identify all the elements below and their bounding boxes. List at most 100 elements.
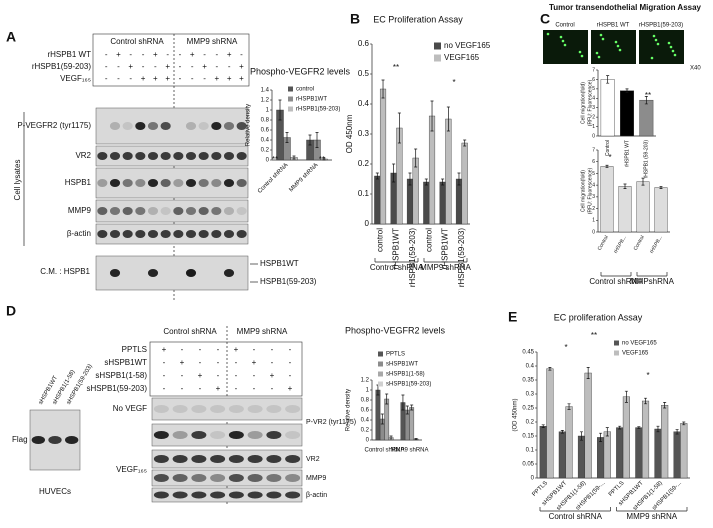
sign: - bbox=[105, 50, 108, 59]
bar bbox=[641, 400, 650, 479]
row-label: VEGF₁₆₅ bbox=[60, 74, 91, 83]
y-axis-label: (OD 450nm) bbox=[513, 398, 519, 431]
panel-title: Tumor transendothelial Migration Assay bbox=[549, 3, 702, 12]
error-bar bbox=[599, 432, 603, 442]
y-tick-label: 7 bbox=[592, 147, 595, 153]
blot-band bbox=[31, 436, 45, 444]
blot-band bbox=[266, 491, 282, 499]
sign: + bbox=[239, 74, 244, 83]
y-tick-label: 0.1 bbox=[358, 189, 370, 198]
blot-band bbox=[210, 474, 226, 482]
image-label: rHSPB1 WT bbox=[597, 23, 630, 29]
blot-band bbox=[135, 179, 146, 187]
sign: - bbox=[271, 384, 274, 393]
group-label: Control shRNA bbox=[589, 277, 643, 286]
error-bar bbox=[463, 139, 467, 147]
sign: - bbox=[217, 371, 220, 380]
blot-band bbox=[153, 474, 169, 482]
y-tick-label: 4 bbox=[592, 96, 595, 102]
row-label: Flag bbox=[12, 435, 28, 444]
sign: + bbox=[202, 62, 207, 71]
cell bbox=[616, 44, 620, 48]
annotation: ** bbox=[591, 331, 597, 340]
y-tick-label: 0.4 bbox=[526, 364, 535, 370]
blot-band bbox=[172, 405, 188, 413]
sign: + bbox=[162, 345, 167, 354]
sign: - bbox=[289, 358, 292, 367]
blot-band bbox=[198, 152, 209, 160]
panel-letter: B bbox=[350, 11, 360, 27]
sign: - bbox=[105, 62, 108, 71]
sign: - bbox=[142, 62, 145, 71]
row-label: P-VEGFR2 (tyr1175) bbox=[17, 121, 91, 130]
blot-band bbox=[160, 179, 171, 187]
bar bbox=[654, 187, 668, 233]
blot-band bbox=[236, 179, 247, 187]
sign: + bbox=[239, 62, 244, 71]
bar bbox=[654, 428, 662, 479]
blot bbox=[95, 145, 249, 167]
y-tick-label: 0.15 bbox=[522, 434, 534, 440]
bar bbox=[558, 431, 566, 479]
y-tick-label: 6 bbox=[592, 77, 595, 83]
blot-band bbox=[153, 455, 169, 463]
annotation: ** bbox=[272, 155, 278, 164]
x-tick-label: rHSPB1 WT bbox=[624, 140, 630, 167]
error-bar bbox=[430, 100, 434, 132]
blot-band bbox=[223, 230, 235, 238]
blot-band bbox=[228, 431, 244, 439]
y-tick-label: 0.2 bbox=[358, 159, 370, 168]
blot-band bbox=[223, 122, 235, 130]
x-tick-label: MMP9 shRNA bbox=[390, 448, 428, 454]
y-tick-label: 3 bbox=[592, 105, 595, 111]
sign: + bbox=[234, 345, 239, 354]
legend-swatch bbox=[288, 96, 293, 102]
sign: - bbox=[179, 62, 182, 71]
blot-band bbox=[172, 455, 188, 463]
cell bbox=[618, 48, 622, 52]
sign: + bbox=[128, 62, 133, 71]
cell bbox=[656, 42, 660, 46]
sign: - bbox=[163, 371, 166, 380]
row-label: VEGF₁₆₅ bbox=[116, 465, 147, 474]
blot-band bbox=[285, 491, 301, 499]
micrograph bbox=[591, 30, 636, 64]
sign: + bbox=[165, 74, 170, 83]
blot-band bbox=[191, 405, 207, 413]
chart-title: EC Proliferation Assay bbox=[373, 14, 463, 24]
blot-band bbox=[236, 122, 247, 130]
group-label: MMP9 shRNA bbox=[420, 263, 471, 272]
legend-label: sHSPB1WT bbox=[386, 362, 418, 368]
row-label: C.M. : HSPB1 bbox=[40, 267, 90, 276]
bar bbox=[384, 398, 390, 441]
bar bbox=[661, 405, 669, 479]
sign: + bbox=[116, 50, 121, 59]
error-bar bbox=[457, 172, 461, 186]
y-tick-label: 6 bbox=[592, 159, 595, 165]
blot bbox=[95, 167, 249, 199]
blot-band bbox=[191, 474, 207, 482]
panel-letter: E bbox=[508, 309, 517, 325]
sign: + bbox=[141, 74, 146, 83]
row-label: β-actin bbox=[306, 492, 327, 499]
blot-band bbox=[223, 179, 235, 187]
annotation: * bbox=[564, 343, 567, 352]
legend-swatch bbox=[614, 340, 619, 346]
panel-letter: D bbox=[6, 303, 16, 319]
y-tick-label: 0.4 bbox=[261, 138, 270, 144]
error-bar bbox=[385, 393, 389, 405]
cell-label: HUVECs bbox=[39, 487, 71, 496]
sign: - bbox=[199, 358, 202, 367]
error-bar bbox=[446, 106, 450, 132]
bar bbox=[673, 431, 681, 479]
row-label: sHSPB1(1-58) bbox=[95, 371, 147, 380]
sign: - bbox=[253, 371, 256, 380]
blot-band bbox=[153, 405, 169, 413]
blot-band bbox=[160, 207, 171, 215]
error-bar bbox=[656, 425, 660, 433]
error-bar bbox=[586, 367, 590, 379]
y-tick-label: 5 bbox=[592, 86, 595, 92]
blot-band bbox=[247, 405, 263, 413]
bar bbox=[635, 427, 643, 479]
legend-swatch bbox=[378, 371, 383, 377]
